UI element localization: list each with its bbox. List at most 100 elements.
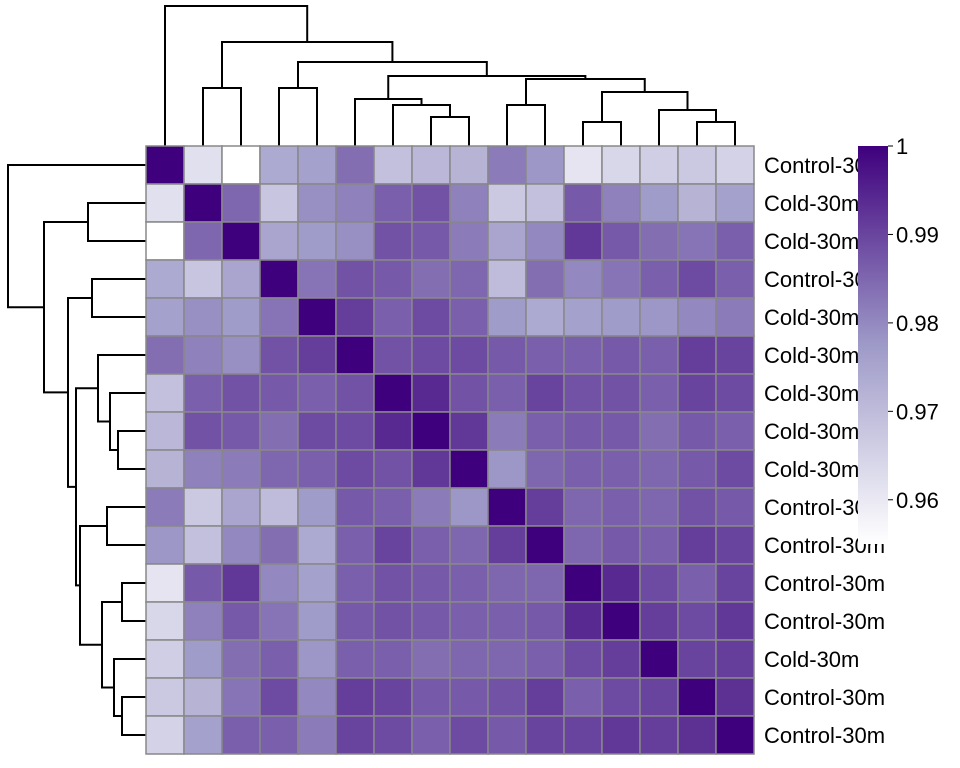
- heatmap-cell: [373, 639, 413, 679]
- heatmap-cell: [335, 411, 375, 451]
- colorbar-tick-label: 0.97: [896, 399, 939, 424]
- heatmap-cell: [411, 297, 451, 337]
- heatmap-cell: [715, 563, 755, 603]
- heatmap-cell: [639, 373, 679, 413]
- heatmap-cell: [335, 639, 375, 679]
- heatmap-cell: [487, 145, 527, 185]
- colorbar-tick-label: 0.96: [896, 488, 939, 513]
- dendrogram-branch: [87, 202, 146, 242]
- dendrogram-branch: [392, 104, 451, 146]
- heatmap-cell: [297, 487, 337, 527]
- heatmap-cell: [563, 677, 603, 717]
- heatmap-cell: [297, 563, 337, 603]
- heatmap-cell: [715, 715, 755, 755]
- heatmap-cell: [601, 449, 641, 489]
- heatmap-cell: [373, 183, 413, 223]
- heatmap-cell: [563, 183, 603, 223]
- heatmap-cell: [677, 601, 717, 641]
- heatmap-cell: [259, 601, 299, 641]
- heatmap-cell: [563, 601, 603, 641]
- heatmap-cell: [601, 677, 641, 717]
- heatmap-cell: [487, 373, 527, 413]
- heatmap-cell: [525, 449, 565, 489]
- heatmap-cell: [487, 601, 527, 641]
- column-dendrogram: [164, 5, 736, 146]
- heatmap-cell: [259, 335, 299, 375]
- heatmap-cell: [525, 373, 565, 413]
- heatmap-cell: [639, 259, 679, 299]
- heatmap-cell: [259, 297, 299, 337]
- heatmap-cell: [221, 373, 261, 413]
- dendrogram-branch: [106, 506, 146, 546]
- heatmap-cell: [373, 715, 413, 755]
- heatmap-cell: [297, 297, 337, 337]
- heatmap-cell: [639, 487, 679, 527]
- heatmap-cell: [487, 715, 527, 755]
- heatmap-cell: [373, 677, 413, 717]
- heatmap-cell: [259, 411, 299, 451]
- heatmap-cell: [525, 601, 565, 641]
- heatmap-cell: [449, 411, 489, 451]
- heatmap-cell: [563, 221, 603, 261]
- heatmap-cell: [525, 677, 565, 717]
- heatmap-cell: [259, 449, 299, 489]
- heatmap-cell: [183, 525, 223, 565]
- heatmap-cell: [373, 601, 413, 641]
- heatmap-cell: [563, 259, 603, 299]
- heatmap-cell: [449, 601, 489, 641]
- heatmap-cell: [183, 677, 223, 717]
- heatmap-cell: [715, 601, 755, 641]
- colorbar-gradient: [858, 146, 888, 544]
- heatmap-cell: [601, 145, 641, 185]
- heatmap-cell: [335, 373, 375, 413]
- dendrogram-branch: [113, 658, 146, 717]
- heatmap-cell: [183, 335, 223, 375]
- heatmap-cell: [449, 259, 489, 299]
- heatmap-cell: [373, 411, 413, 451]
- dendrogram-branch: [7, 164, 146, 309]
- heatmap-cell: [259, 563, 299, 603]
- heatmap-cell: [525, 639, 565, 679]
- heatmap-cell: [601, 221, 641, 261]
- heatmap-cell: [183, 601, 223, 641]
- heatmap-cell: [221, 563, 261, 603]
- dendrogram-branch: [696, 121, 736, 146]
- heatmap-cell: [715, 221, 755, 261]
- dendrogram-branch: [91, 278, 146, 318]
- heatmap-cell: [639, 145, 679, 185]
- heatmap-cell: [715, 639, 755, 679]
- heatmap-cell: [601, 715, 641, 755]
- heatmap-cell: [259, 677, 299, 717]
- row-label: Cold-30m: [764, 381, 859, 406]
- heatmap-cell: [449, 373, 489, 413]
- heatmap-cell: [335, 335, 375, 375]
- heatmap-cell: [411, 715, 451, 755]
- heatmap-cell: [525, 487, 565, 527]
- heatmap-cell: [525, 297, 565, 337]
- dendrogram-branch: [97, 354, 146, 423]
- heatmap-cell: [449, 525, 489, 565]
- heatmap-cell: [411, 183, 451, 223]
- heatmap-cell: [373, 335, 413, 375]
- dendrogram-branch: [67, 297, 92, 488]
- heatmap-cell: [487, 563, 527, 603]
- heatmap-cell: [677, 677, 717, 717]
- heatmap-cell: [563, 525, 603, 565]
- heatmap-cell: [221, 145, 261, 185]
- heatmap-cell: [335, 449, 375, 489]
- dendrogram-branch: [43, 221, 88, 394]
- heatmap-cell: [373, 259, 413, 299]
- heatmap-cell: [639, 449, 679, 489]
- heatmap-cell: [335, 525, 375, 565]
- heatmap-cell: [487, 183, 527, 223]
- heatmap-cell: [221, 221, 261, 261]
- row-dendrogram: [7, 164, 146, 736]
- heatmap-cell: [145, 297, 185, 337]
- heatmap-cell: [677, 297, 717, 337]
- heatmap-cell: [715, 449, 755, 489]
- heatmap-cell: [221, 183, 261, 223]
- heatmap-cell: [487, 259, 527, 299]
- dendrogram-branch: [658, 109, 717, 146]
- heatmap-cell: [145, 145, 185, 185]
- dendrogram-branch: [121, 582, 146, 622]
